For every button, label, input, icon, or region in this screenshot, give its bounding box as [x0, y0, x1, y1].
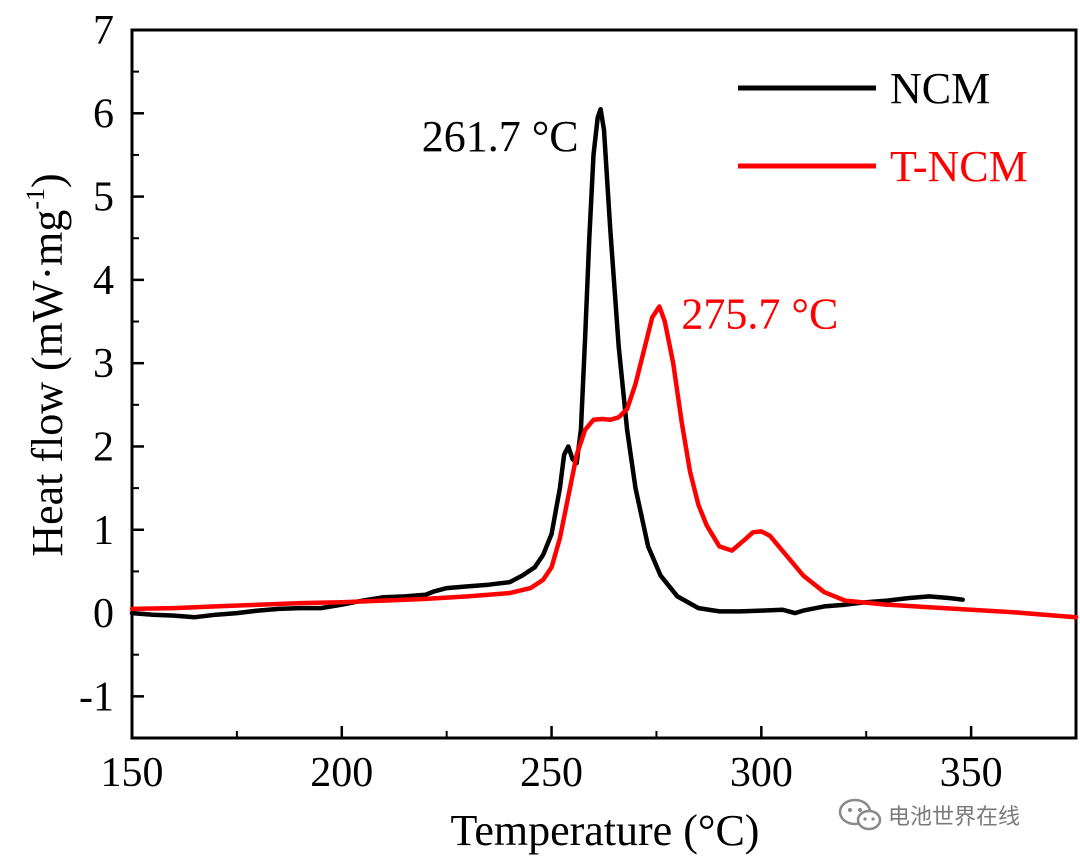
- watermark: 电池世界在线: [838, 798, 1020, 832]
- series-line-t-ncm: [129, 304, 1079, 620]
- x-tick-label: 200: [310, 750, 373, 796]
- y-tick-label: 5: [93, 175, 114, 221]
- x-tick-label: 250: [520, 750, 583, 796]
- legend: NCM T-NCM: [738, 64, 1028, 191]
- y-axis-label-tail: ): [23, 173, 72, 188]
- series-line-ncm: [129, 106, 965, 620]
- peak-label-ncm: 261.7 °C: [422, 112, 579, 161]
- y-axis-label-main: Heat flow (mW·mg: [23, 210, 72, 557]
- x-axis-label: Temperature (°C): [451, 806, 760, 855]
- axes: [130, 28, 1078, 740]
- y-axis-label: Heat flow (mW·mg-1): [21, 173, 72, 556]
- x-tick-label: 350: [940, 750, 1003, 796]
- peak-label-tncm: 275.7 °C: [681, 290, 838, 339]
- plot-frame: [130, 28, 1078, 740]
- watermark-text: 电池世界在线: [888, 805, 1021, 830]
- y-axis-label-sup: -1: [21, 188, 50, 210]
- y-tick-label: -1: [79, 674, 114, 720]
- tick-labels: 150 200 250 300 350 -1 0 1 2 3 4 5 6 7: [79, 8, 1003, 796]
- legend-label-t-ncm: T-NCM: [890, 142, 1028, 191]
- plot-series: [129, 106, 1079, 620]
- y-tick-label: 1: [93, 508, 114, 554]
- y-tick-label: 2: [93, 424, 114, 470]
- annotations: 261.7 °C 275.7 °C: [422, 112, 839, 338]
- x-tick-label: 150: [101, 750, 164, 796]
- legend-label-ncm: NCM: [890, 64, 990, 113]
- y-tick-label: 4: [93, 258, 114, 304]
- x-tick-label: 300: [730, 750, 793, 796]
- y-tick-label: 0: [93, 591, 114, 637]
- wechat-icon: [838, 798, 882, 831]
- y-tick-label: 3: [93, 341, 114, 387]
- y-tick-label: 7: [93, 8, 114, 54]
- y-tick-label: 6: [93, 91, 114, 137]
